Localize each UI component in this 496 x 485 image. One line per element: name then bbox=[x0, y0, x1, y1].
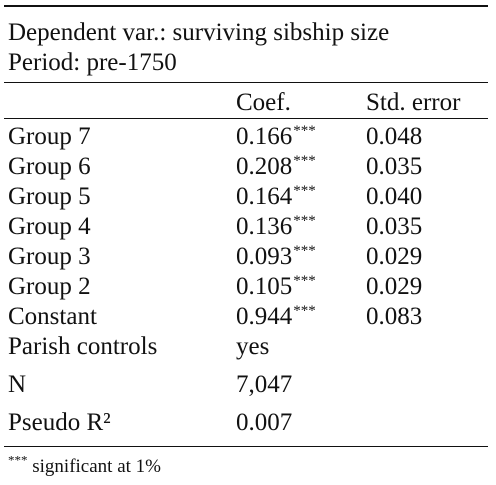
se-value: 0.040 bbox=[366, 183, 423, 210]
row-label: N bbox=[8, 371, 27, 398]
row-label: Group 5 bbox=[8, 183, 91, 210]
significance-stars: *** bbox=[293, 182, 316, 199]
row-label: Pseudo R² bbox=[8, 409, 111, 436]
period-label: Period: pre-1750 bbox=[8, 49, 177, 76]
significance-stars: *** bbox=[293, 152, 316, 169]
se-value: 0.029 bbox=[366, 273, 423, 300]
row-label: Constant bbox=[8, 303, 97, 330]
significance-stars: *** bbox=[293, 272, 316, 289]
se-value: 0.048 bbox=[366, 123, 423, 150]
coef-value: 0.944*** bbox=[236, 302, 316, 330]
row-label: Group 3 bbox=[8, 243, 91, 270]
footnote: *** significant at 1% bbox=[8, 454, 161, 477]
coef-value: 0.166*** bbox=[236, 122, 316, 150]
row-label: Group 6 bbox=[8, 153, 91, 180]
top-rule bbox=[4, 5, 488, 7]
row-value: yes bbox=[236, 333, 270, 360]
bottom-rule bbox=[4, 446, 488, 447]
dependent-variable-label: Dependent var.: surviving sibship size bbox=[8, 19, 390, 46]
se-value: 0.029 bbox=[366, 243, 423, 270]
significance-stars: *** bbox=[293, 122, 316, 139]
coef-column-header: Coef. bbox=[236, 89, 291, 116]
row-value: 0.007 bbox=[236, 409, 293, 436]
se-column-header: Std. error bbox=[366, 89, 461, 116]
se-value: 0.083 bbox=[366, 303, 423, 330]
row-label: Group 4 bbox=[8, 213, 91, 240]
row-label: Parish controls bbox=[8, 333, 158, 360]
footnote-text: significant at 1% bbox=[27, 456, 161, 477]
se-value: 0.035 bbox=[366, 153, 423, 180]
coef-value: 0.105*** bbox=[236, 272, 316, 300]
significance-stars: *** bbox=[293, 242, 316, 259]
header-rule bbox=[4, 82, 488, 83]
coef-value: 0.208*** bbox=[236, 152, 316, 180]
significance-stars: *** bbox=[293, 302, 316, 319]
coef-value: 0.164*** bbox=[236, 182, 316, 210]
column-header-rule bbox=[4, 118, 488, 119]
coef-value: 0.136*** bbox=[236, 212, 316, 240]
row-label: Group 2 bbox=[8, 273, 91, 300]
se-value: 0.035 bbox=[366, 213, 423, 240]
coef-value: 0.093*** bbox=[236, 242, 316, 270]
row-label: Group 7 bbox=[8, 123, 91, 150]
row-value: 7,047 bbox=[236, 371, 293, 398]
significance-stars: *** bbox=[293, 212, 316, 229]
footnote-stars: *** bbox=[8, 452, 28, 468]
